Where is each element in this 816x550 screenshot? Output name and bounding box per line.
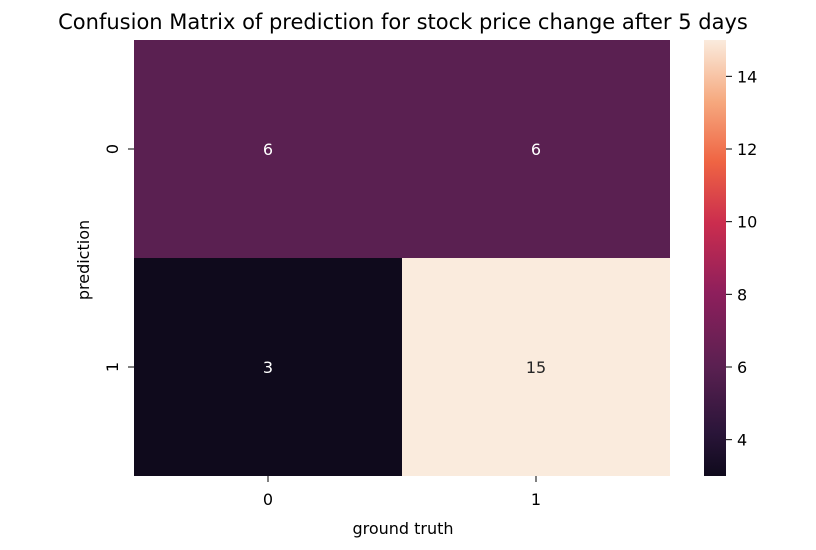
y-axis-ticks: 01 <box>103 144 134 372</box>
x-tick-label-0: 0 <box>263 490 273 509</box>
colorbar-ticks: 4 6 8 10 12 14 <box>726 67 757 450</box>
colorbar-tick-label-0: 4 <box>737 431 747 450</box>
chart-title: Confusion Matrix of prediction for stock… <box>58 10 748 34</box>
heatmap-cell-value-r0-c1: 6 <box>531 140 541 159</box>
heatmap-cell-r0-c1 <box>402 40 670 258</box>
colorbar-tick-label-1: 6 <box>737 358 747 377</box>
heatmap-cell-r1-c0 <box>134 258 402 476</box>
colorbar-tick-label-3: 10 <box>737 213 757 232</box>
heatmap-cells <box>134 40 670 476</box>
y-axis-label: prediction <box>74 220 93 300</box>
colorbar-tick-label-4: 12 <box>737 140 757 159</box>
heatmap-cell-value-r1-c0: 3 <box>263 358 273 377</box>
colorbar <box>704 40 726 476</box>
heatmap-cell-r0-c0 <box>134 40 402 258</box>
colorbar-tick-label-2: 8 <box>737 285 747 304</box>
y-tick-label-1: 1 <box>103 362 122 372</box>
heatmap-cell-labels: 6 6 3 15 <box>263 140 546 377</box>
heatmap-cell-value-r0-c0: 6 <box>263 140 273 159</box>
colorbar-tick-label-5: 14 <box>737 67 757 86</box>
x-tick-label-1: 1 <box>531 490 541 509</box>
x-axis-label: ground truth <box>352 519 453 538</box>
heatmap-cell-r1-c1 <box>402 258 670 476</box>
y-tick-label-0: 0 <box>103 144 122 154</box>
heatmap-cell-value-r1-c1: 15 <box>526 358 546 377</box>
